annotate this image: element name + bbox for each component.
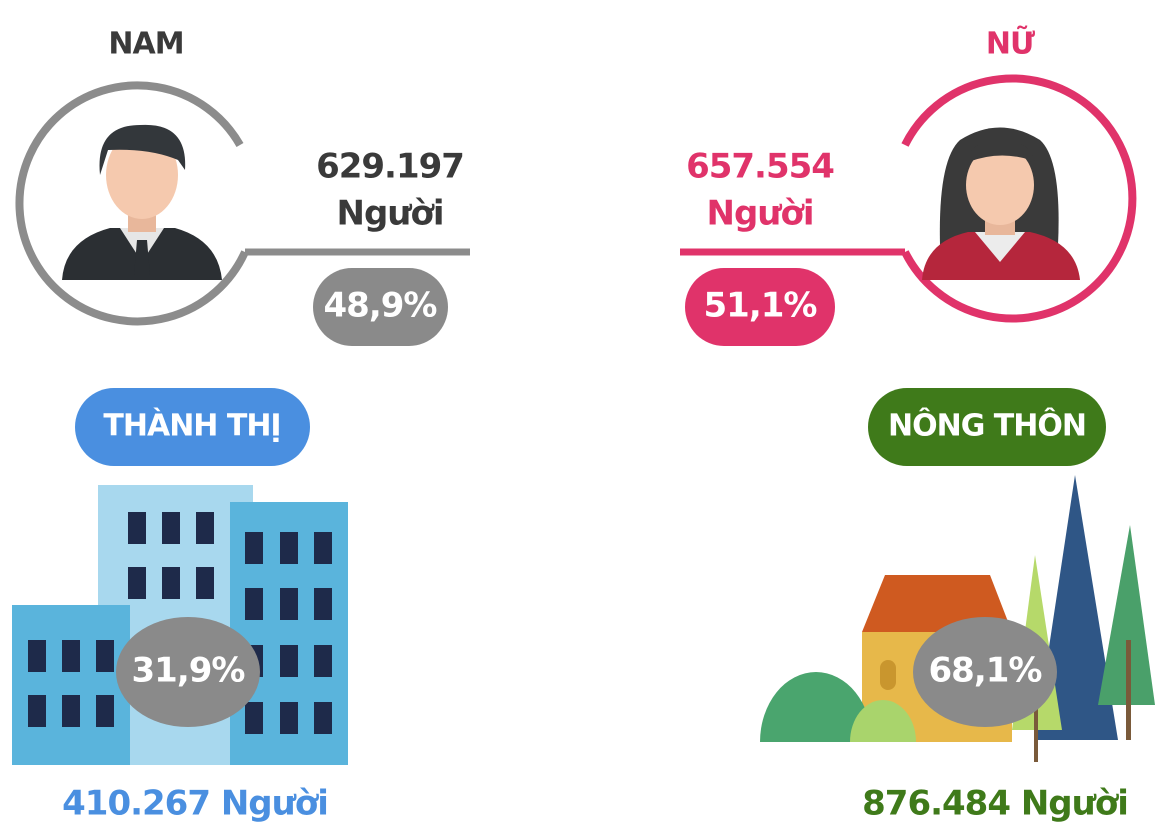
female-icon — [922, 128, 1080, 281]
male-section: NAM 629.197 Người 48,9% — [19, 27, 470, 347]
rural-percent: 68,1% — [929, 651, 1042, 691]
rural-label: NÔNG THÔN — [888, 407, 1086, 444]
buildings-icon-part-part — [314, 588, 332, 620]
buildings-icon-part-part — [28, 695, 46, 727]
female-label: NỮ — [986, 25, 1035, 62]
buildings-icon-part-part — [196, 512, 214, 544]
buildings-icon-part-part — [314, 645, 332, 677]
buildings-icon-part-part — [128, 512, 146, 544]
male-percent: 48,9% — [324, 286, 437, 326]
buildings-icon-part-part — [162, 567, 180, 599]
buildings-icon-part-part — [245, 588, 263, 620]
buildings-icon-part-part — [28, 640, 46, 672]
buildings-icon-part-part — [96, 640, 114, 672]
male-icon — [62, 125, 222, 280]
countryside-icon-part — [880, 660, 896, 690]
buildings-icon-part — [12, 605, 130, 765]
male-unit: Người — [336, 194, 443, 234]
urban-section: THÀNH THỊ 31,9% 410.267 Người — [12, 388, 348, 824]
buildings-icon-part-part — [280, 532, 298, 564]
female-count: 657.554 — [686, 147, 834, 187]
buildings-icon-part-part — [128, 567, 146, 599]
infographic: NAM 629.197 Người 48,9% NỮ 657.554 Ngư — [0, 0, 1160, 832]
rural-section: NÔNG THÔN 68,1% 876.484 Người — [760, 388, 1155, 824]
female-unit: Người — [706, 194, 813, 234]
female-percent: 51,1% — [704, 286, 817, 326]
buildings-icon-part-part — [196, 567, 214, 599]
buildings-icon-part-part — [314, 532, 332, 564]
buildings-icon-part-part — [314, 702, 332, 734]
buildings-icon-part-part — [62, 695, 80, 727]
buildings-icon-part-part — [62, 640, 80, 672]
buildings-icon-part-part — [280, 588, 298, 620]
buildings-icon-part-part — [245, 702, 263, 734]
male-label: NAM — [108, 27, 183, 62]
buildings-icon-part-part — [162, 512, 180, 544]
female-section: NỮ 657.554 Người 51,1% — [680, 25, 1132, 347]
male-count: 629.197 — [316, 147, 464, 187]
buildings-icon-part-part — [280, 645, 298, 677]
urban-label: THÀNH THỊ — [103, 408, 280, 444]
countryside-icon-part — [1126, 640, 1131, 740]
buildings-icon-part-part — [280, 702, 298, 734]
urban-percent: 31,9% — [132, 651, 245, 691]
buildings-icon-part-part — [245, 532, 263, 564]
urban-count: 410.267 Người — [62, 784, 328, 824]
buildings-icon-part-part — [96, 695, 114, 727]
rural-count: 876.484 Người — [862, 784, 1128, 824]
